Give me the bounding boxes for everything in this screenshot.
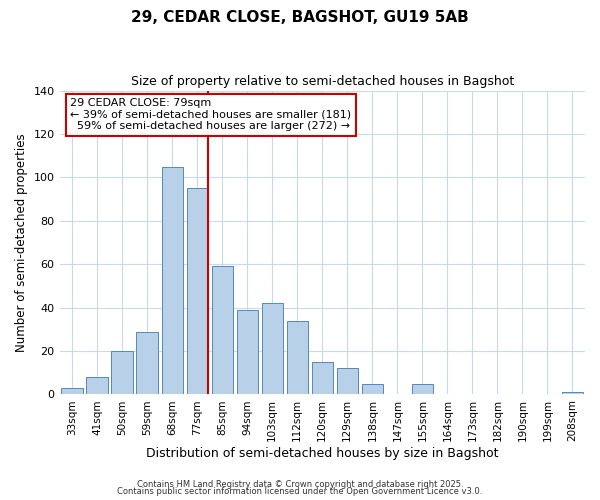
Title: Size of property relative to semi-detached houses in Bagshot: Size of property relative to semi-detach… <box>131 75 514 88</box>
Text: Contains public sector information licensed under the Open Government Licence v3: Contains public sector information licen… <box>118 487 482 496</box>
Bar <box>262 304 283 394</box>
Text: Contains HM Land Registry data © Crown copyright and database right 2025.: Contains HM Land Registry data © Crown c… <box>137 480 463 489</box>
Bar <box>86 377 108 394</box>
Bar <box>187 188 208 394</box>
Bar <box>112 351 133 395</box>
Bar <box>161 166 183 394</box>
Bar <box>362 384 383 394</box>
Bar <box>212 266 233 394</box>
Bar <box>136 332 158 394</box>
Y-axis label: Number of semi-detached properties: Number of semi-detached properties <box>15 133 28 352</box>
Bar <box>61 388 83 394</box>
Bar <box>236 310 258 394</box>
Text: 29, CEDAR CLOSE, BAGSHOT, GU19 5AB: 29, CEDAR CLOSE, BAGSHOT, GU19 5AB <box>131 10 469 25</box>
Bar <box>287 320 308 394</box>
Bar <box>337 368 358 394</box>
X-axis label: Distribution of semi-detached houses by size in Bagshot: Distribution of semi-detached houses by … <box>146 447 499 460</box>
Bar <box>412 384 433 394</box>
Bar <box>311 362 333 394</box>
Text: 29 CEDAR CLOSE: 79sqm
← 39% of semi-detached houses are smaller (181)
  59% of s: 29 CEDAR CLOSE: 79sqm ← 39% of semi-deta… <box>70 98 351 132</box>
Bar <box>562 392 583 394</box>
